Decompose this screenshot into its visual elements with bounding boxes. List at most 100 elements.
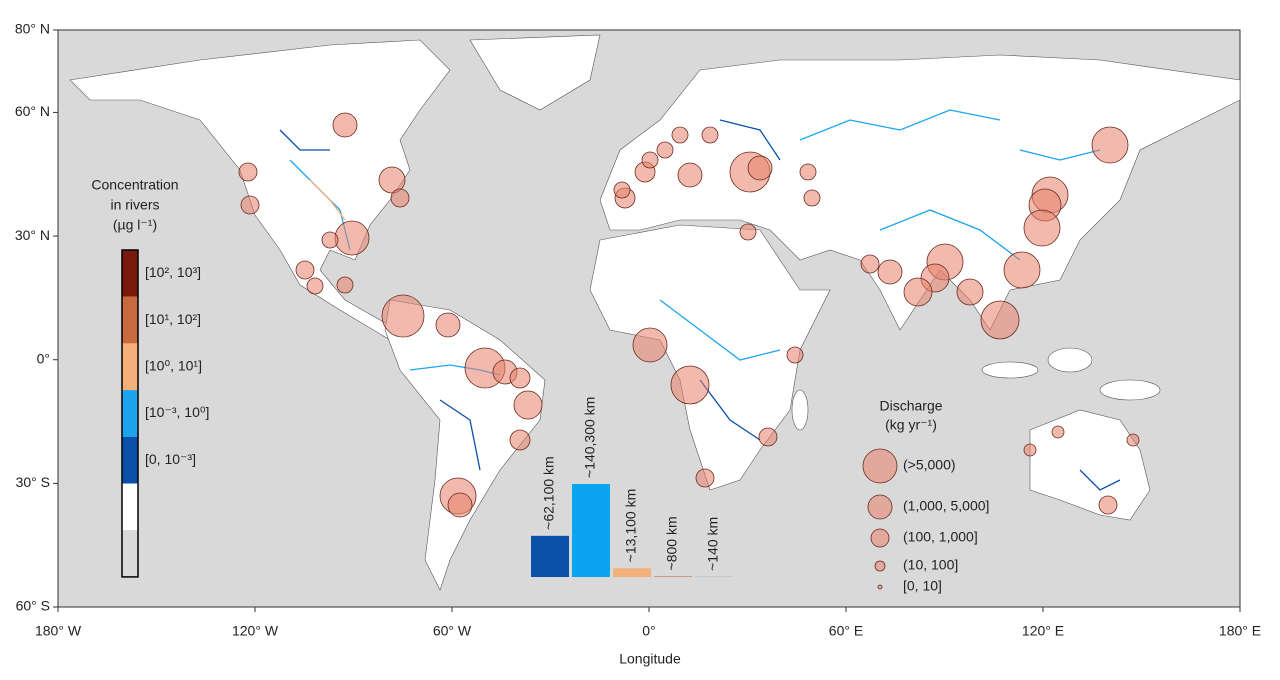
- legend-label: (100, 1,000]: [903, 529, 978, 545]
- bar: [654, 576, 692, 577]
- legend-circle: [877, 584, 883, 590]
- x-tick-label: 0°: [642, 623, 655, 639]
- discharge-point: [739, 223, 757, 241]
- eurasia: [599, 54, 1241, 331]
- discharge-point: [956, 278, 984, 306]
- river: [1079, 469, 1121, 491]
- discharge-point: [238, 162, 258, 182]
- legend-swatch: [122, 343, 138, 391]
- legend-frame: [121, 249, 139, 578]
- legend-label: [10¹, 10²]: [145, 311, 201, 327]
- legend-label: (10, 100]: [903, 557, 958, 573]
- greenland: [469, 34, 601, 111]
- africa: [589, 224, 831, 491]
- discharge-point: [390, 188, 410, 208]
- bar: [613, 568, 651, 577]
- discharge-point: [1126, 433, 1140, 447]
- legend-label: [10⁰, 10¹]: [145, 357, 202, 373]
- discharge-point: [381, 294, 425, 338]
- bar-label: ~140,300 km: [582, 397, 598, 478]
- island: [1047, 347, 1093, 373]
- river: [279, 129, 330, 151]
- legend-title: (kg yr⁻¹): [885, 417, 937, 433]
- legend-label: (1,000, 5,000]: [903, 498, 989, 514]
- discharge-point: [671, 126, 689, 144]
- discharge-point: [695, 468, 715, 488]
- legend-swatch: [122, 296, 138, 344]
- legend-swatch: [122, 436, 138, 484]
- bar-label: ~140 km: [705, 517, 721, 571]
- discharge-point: [877, 259, 903, 285]
- y-tick-label: 60° S: [16, 598, 50, 614]
- discharge-point: [803, 189, 821, 207]
- x-tick-label: 120° W: [232, 623, 279, 639]
- discharge-point: [1051, 425, 1065, 439]
- x-tick-label: 60° W: [433, 623, 472, 639]
- legend-title: Discharge: [879, 398, 942, 414]
- y-tick-label: 30° N: [15, 227, 50, 243]
- legend-label: [0, 10⁻³]: [145, 451, 196, 467]
- discharge-point: [447, 492, 473, 518]
- discharge-point: [1091, 126, 1129, 164]
- bar-label: ~800 km: [664, 516, 680, 570]
- legend-circle: [870, 528, 890, 548]
- legend-label: [10⁻³, 10⁰]: [145, 404, 209, 420]
- discharge-point: [295, 260, 315, 280]
- discharge-point: [786, 346, 804, 364]
- bar: [531, 535, 569, 577]
- river: [309, 179, 346, 221]
- island: [981, 361, 1039, 379]
- discharge-point: [670, 365, 710, 405]
- legend-title: (µg l⁻¹): [113, 217, 157, 233]
- discharge-point: [632, 327, 668, 363]
- discharge-point: [1003, 251, 1041, 289]
- discharge-point: [656, 141, 674, 159]
- discharge-point: [509, 429, 531, 451]
- discharge-point: [980, 300, 1020, 340]
- x-tick-label: 180° E: [1219, 623, 1261, 639]
- discharge-point: [758, 427, 778, 447]
- land: [69, 34, 1241, 591]
- bar-label: ~13,100 km: [623, 489, 639, 563]
- legend-label: (>5,000): [903, 457, 956, 473]
- river: [439, 399, 481, 471]
- legend-circle: [874, 560, 886, 572]
- y-tick-label: 60° N: [15, 103, 50, 119]
- legend-swatch: [122, 483, 138, 531]
- discharge-point: [509, 367, 531, 389]
- x-tick-label: 120° E: [1022, 623, 1064, 639]
- legend-label: [10², 10³]: [145, 264, 201, 280]
- bar: [572, 484, 610, 577]
- y-tick-label: 80° N: [15, 21, 50, 37]
- river: [799, 109, 1001, 141]
- discharge-point: [240, 195, 260, 215]
- river: [879, 209, 1021, 261]
- legend-label: [0, 10]: [903, 578, 942, 594]
- island: [791, 389, 809, 431]
- island: [1099, 379, 1161, 401]
- x-tick-label: 180° W: [35, 623, 82, 639]
- discharge-point: [513, 390, 543, 420]
- discharge-point: [1098, 495, 1118, 515]
- legend-swatch: [122, 250, 138, 297]
- discharge-point: [860, 254, 880, 274]
- concentration-legend: Concentration in rivers (µg l⁻¹) [10², 10³]…: [91, 177, 209, 578]
- river-length-bars: ~62,100 km ~140,300 km ~13,100 km ~800 km ~1…: [531, 397, 733, 578]
- legend-swatch: [122, 530, 138, 577]
- x-axis-label: Longitude: [619, 651, 681, 667]
- discharge-point: [701, 126, 719, 144]
- discharge-legend: Discharge (kg yr⁻¹) (>5,000) (1,000, 5,000]…: [862, 398, 989, 594]
- legend-circle: [862, 448, 898, 484]
- bar-label: ~62,100 km: [541, 456, 557, 530]
- y-tick-label: 30° S: [16, 474, 50, 490]
- x-tick-label: 60° E: [829, 623, 863, 639]
- legend-title: in rivers: [110, 197, 159, 213]
- river: [1019, 149, 1101, 161]
- discharge-point: [332, 112, 358, 138]
- discharge-point: [306, 277, 324, 295]
- y-tick-label: 0°: [37, 350, 50, 366]
- discharge-point: [1023, 443, 1037, 457]
- discharge-point: [641, 151, 659, 169]
- discharge-point: [747, 155, 773, 181]
